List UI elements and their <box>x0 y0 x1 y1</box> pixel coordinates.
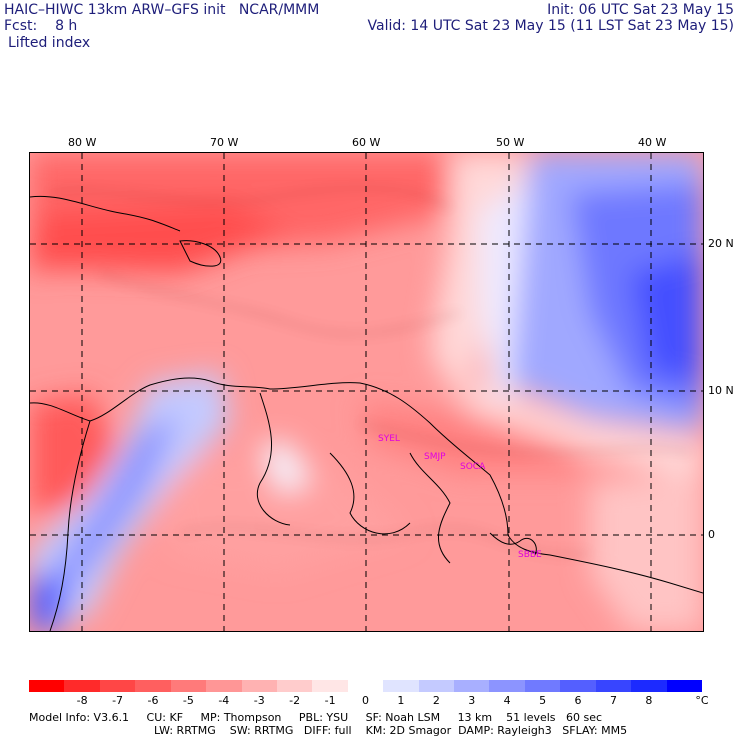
colorbar-tick-label: 5 <box>539 694 547 707</box>
station-label: SOCA <box>460 462 486 472</box>
colorbar-swatch <box>383 680 420 692</box>
model-info-line2: LW: RRTMG SW: RRTMG DIFF: full KM: 2D Sm… <box>154 724 628 737</box>
station-label: SBBE <box>518 550 542 560</box>
lifted-index-map: SYEL SMJP SOCA SBBE <box>29 152 704 632</box>
station-markers: SYEL SMJP SOCA SBBE <box>378 434 542 560</box>
field-name: Lifted index <box>8 35 91 51</box>
colorbar-swatch <box>595 680 632 692</box>
colorbar-swatch <box>312 680 349 692</box>
colorbar-swatch <box>276 680 313 692</box>
forecast-hour: Fcst: 8 h <box>4 18 78 34</box>
field-shading <box>30 153 703 631</box>
colorbar-tick-label: 1 <box>397 694 405 707</box>
lat-label: 20 N <box>708 237 734 250</box>
colorbar-swatch <box>666 680 703 692</box>
map-canvas: SYEL SMJP SOCA SBBE <box>30 153 703 631</box>
colorbar-tick-label: 7 <box>609 694 617 707</box>
colorbar-tick-label: 3 <box>468 694 476 707</box>
contour-lines <box>49 187 691 555</box>
colorbar-tick-label: -4 <box>218 694 230 707</box>
colorbar-tick-label: 8 <box>645 694 653 707</box>
colorbar-tick-label: -1 <box>324 694 336 707</box>
lat-label: 10 N <box>708 384 734 397</box>
lon-label: 60 W <box>352 136 381 149</box>
lon-label: 80 W <box>68 136 97 149</box>
lat-lon-grid <box>30 153 703 631</box>
colorbar-tick-label: -6 <box>147 694 159 707</box>
colorbar-tick-label: -3 <box>253 694 265 707</box>
model-info-line1: Model Info: V3.6.1 CU: KF MP: Thompson P… <box>29 711 603 724</box>
colorbar-tick-label: -5 <box>182 694 194 707</box>
colorbar-tick-label: -8 <box>76 694 88 707</box>
colorbar-tick-label: 0 <box>362 694 369 707</box>
coastlines <box>30 195 703 631</box>
station-label: SMJP <box>424 452 446 462</box>
colorbar-swatch <box>454 680 490 692</box>
colorbar-unit: °C <box>695 694 709 707</box>
colorbar-swatch <box>99 680 136 692</box>
station-label: SYEL <box>378 434 400 444</box>
colorbar-swatch <box>418 680 455 692</box>
lat-label: 0 <box>708 528 715 541</box>
model-title: HAIC–HIWC 13km ARW–GFS init NCAR/MMM <box>4 2 320 18</box>
colorbar-tick-label: -2 <box>289 694 301 707</box>
colorbar-swatch <box>631 680 668 692</box>
colorbar-swatch <box>135 680 172 692</box>
colorbar-swatch <box>241 680 278 692</box>
colorbar-tick-label: 6 <box>574 694 582 707</box>
valid-time: Valid: 14 UTC Sat 23 May 15 (11 LST Sat … <box>367 18 734 34</box>
colorbar-swatch <box>170 680 207 692</box>
colorbar <box>29 680 703 694</box>
colorbar-swatch <box>29 680 65 692</box>
lon-label: 70 W <box>210 136 239 149</box>
colorbar-swatch <box>347 680 384 692</box>
init-time: Init: 06 UTC Sat 23 May 15 <box>547 2 734 18</box>
colorbar-tick-label: -7 <box>112 694 124 707</box>
colorbar-swatch <box>64 680 101 692</box>
colorbar-tick-label: 2 <box>432 694 440 707</box>
colorbar-swatch <box>560 680 597 692</box>
colorbar-swatch <box>524 680 561 692</box>
lon-label: 50 W <box>496 136 525 149</box>
lon-label: 40 W <box>638 136 667 149</box>
colorbar-swatch <box>206 680 242 692</box>
colorbar-swatch <box>489 680 526 692</box>
colorbar-tick-label: 4 <box>503 694 511 707</box>
